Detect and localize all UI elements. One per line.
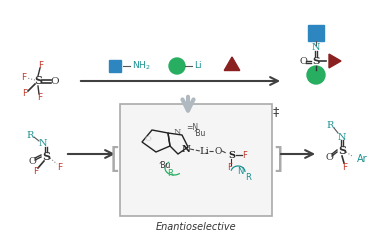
- Text: O: O: [214, 147, 222, 156]
- Text: Li: Li: [194, 62, 202, 71]
- Text: N: N: [39, 139, 47, 148]
- Text: [: [: [109, 146, 120, 174]
- Text: F: F: [58, 163, 62, 172]
- Text: N: N: [338, 132, 346, 142]
- Text: O: O: [325, 153, 333, 163]
- Text: R: R: [326, 122, 334, 131]
- Text: Ar: Ar: [357, 154, 368, 164]
- Text: F: F: [23, 88, 27, 97]
- Text: O: O: [28, 156, 36, 165]
- FancyBboxPatch shape: [308, 25, 324, 41]
- Text: O: O: [299, 58, 307, 67]
- Text: =N: =N: [186, 122, 198, 131]
- Text: O: O: [51, 76, 59, 85]
- Text: S: S: [42, 151, 50, 161]
- Circle shape: [307, 66, 325, 84]
- Text: F: F: [38, 93, 42, 101]
- FancyBboxPatch shape: [120, 104, 272, 216]
- Circle shape: [169, 58, 185, 74]
- Text: F: F: [33, 168, 39, 177]
- Text: F: F: [21, 73, 27, 83]
- Text: S: S: [229, 151, 235, 160]
- Text: S: S: [34, 76, 42, 87]
- Text: F: F: [227, 164, 232, 173]
- Text: N: N: [237, 168, 243, 177]
- Text: Enantioselective: Enantioselective: [156, 222, 236, 232]
- Text: N: N: [312, 43, 320, 52]
- Text: Li: Li: [199, 147, 209, 156]
- Text: ‡: ‡: [273, 105, 279, 118]
- Text: ʼBu: ʼBu: [193, 130, 205, 139]
- Text: R: R: [26, 131, 34, 140]
- Text: F: F: [243, 151, 247, 160]
- Text: N: N: [173, 128, 181, 136]
- Text: S: S: [338, 146, 346, 156]
- Text: S: S: [312, 56, 320, 66]
- Text: R: R: [167, 169, 173, 178]
- Text: NH$_2$: NH$_2$: [132, 60, 151, 72]
- Text: N: N: [182, 144, 190, 153]
- Text: ʼBu: ʼBu: [158, 161, 170, 170]
- Text: F: F: [343, 163, 347, 172]
- Text: O: O: [144, 135, 152, 143]
- Text: ]: ]: [272, 146, 283, 174]
- Text: R: R: [245, 173, 251, 182]
- Text: F: F: [38, 60, 44, 69]
